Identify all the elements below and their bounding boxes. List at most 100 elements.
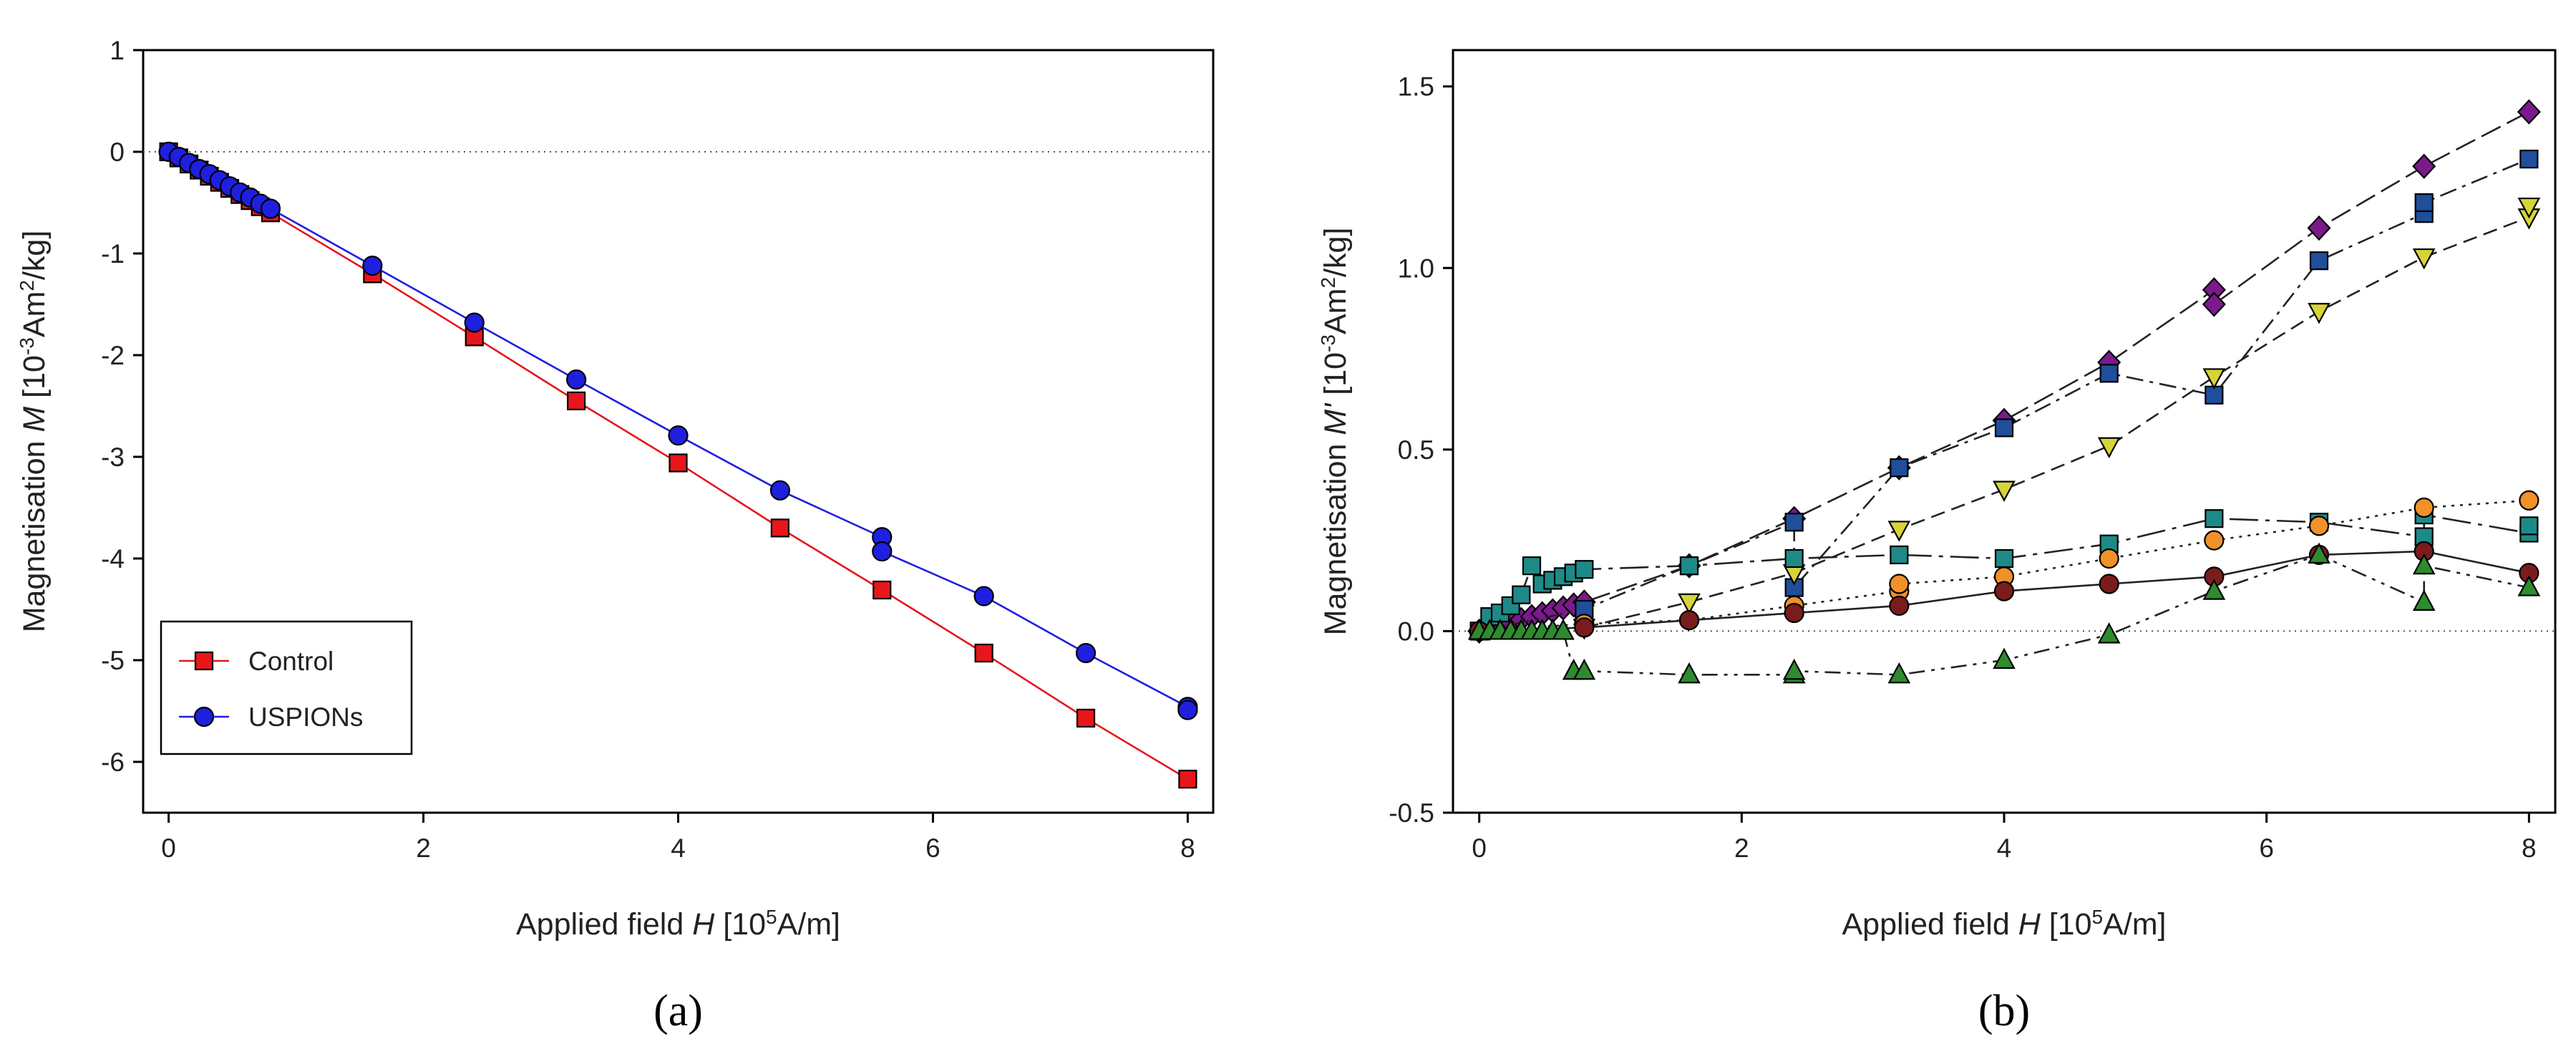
- data-point: [193, 706, 215, 727]
- y-axis-title: Magnetisation M [10-3Am2/kg]: [16, 231, 52, 633]
- legend-label: USPIONs: [248, 702, 363, 732]
- data-point: [1678, 662, 1701, 684]
- data-point: [974, 643, 993, 663]
- series-line: [1479, 499, 2529, 632]
- data-point: [2205, 509, 2224, 528]
- y-tick-label: 0: [110, 137, 125, 167]
- data-point: [1574, 617, 1595, 638]
- data-point: [1678, 593, 1701, 615]
- panel-label: (b): [1978, 987, 2030, 1035]
- data-point: [1678, 610, 1700, 631]
- series-line: [1479, 553, 2529, 676]
- data-point: [1993, 647, 2016, 669]
- data-point: [1994, 418, 2014, 437]
- data-point: [2202, 368, 2226, 390]
- data-point: [2519, 490, 2539, 511]
- data-point: [1994, 548, 2014, 569]
- data-point: [2412, 589, 2436, 611]
- data-point: [1887, 662, 1911, 684]
- data-point: [1076, 708, 1096, 728]
- data-point: [770, 518, 789, 538]
- x-tick-label: 8: [2522, 833, 2537, 863]
- y-tick-label: -4: [101, 544, 125, 574]
- data-point: [194, 651, 214, 671]
- data-point: [2097, 622, 2121, 644]
- data-point: [1890, 458, 1909, 478]
- data-point: [2099, 364, 2119, 383]
- data-point: [2099, 574, 2119, 594]
- data-point: [2202, 291, 2226, 317]
- data-point: [2412, 153, 2436, 179]
- data-point: [2202, 579, 2226, 600]
- data-point: [1522, 556, 1542, 576]
- data-point: [2517, 575, 2541, 596]
- y-tick-label: -5: [101, 646, 125, 675]
- data-point: [1890, 545, 1909, 565]
- data-point: [872, 541, 893, 562]
- data-point: [2204, 530, 2225, 551]
- data-point: [2308, 516, 2330, 536]
- data-point: [2414, 193, 2434, 213]
- data-point: [2517, 197, 2541, 219]
- data-point: [2412, 248, 2436, 270]
- data-point: [1993, 581, 2015, 601]
- data-point: [2517, 99, 2541, 125]
- data-point: [1679, 556, 1699, 576]
- y-tick-label: -6: [101, 748, 125, 777]
- data-point: [1177, 700, 1198, 720]
- data-point: [1575, 560, 1594, 579]
- data-point: [1573, 658, 1596, 680]
- panel-label: (a): [653, 987, 703, 1035]
- data-point: [1784, 602, 1804, 624]
- x-tick-label: 6: [2259, 833, 2274, 863]
- y-tick-label: -0.5: [1389, 798, 1434, 828]
- data-point: [2414, 527, 2434, 546]
- data-point: [2099, 548, 2119, 569]
- data-point: [2412, 553, 2436, 575]
- data-point: [2309, 251, 2329, 271]
- y-tick-label: 0.0: [1398, 617, 1434, 646]
- legend-label: Control: [248, 647, 334, 676]
- y-tick-label: 1: [110, 36, 125, 65]
- x-tick-label: 2: [1734, 833, 1749, 863]
- data-point: [260, 198, 281, 219]
- data-point: [1889, 574, 1910, 594]
- data-point: [1552, 619, 1575, 640]
- y-tick-label: 1.5: [1398, 72, 1434, 102]
- data-point: [1075, 642, 1097, 664]
- data-point: [464, 312, 485, 333]
- series-7: [1467, 542, 2541, 684]
- x-tick-label: 4: [671, 833, 686, 863]
- series-6: [1469, 541, 2539, 642]
- data-point: [567, 391, 586, 411]
- data-point: [1887, 521, 1911, 542]
- data-point: [2097, 437, 2121, 459]
- data-point: [769, 480, 790, 501]
- data-point: [668, 425, 689, 446]
- data-point: [873, 580, 892, 600]
- x-axis-title: Applied field H [105A/m]: [516, 906, 840, 942]
- data-point: [1993, 480, 2016, 502]
- data-point: [2308, 303, 2330, 324]
- x-tick-label: 0: [161, 833, 176, 863]
- x-tick-label: 8: [1180, 833, 1195, 863]
- data-point: [2307, 215, 2331, 241]
- y-tick-label: -1: [101, 239, 125, 269]
- series-uspions: [158, 141, 1198, 720]
- data-point: [2519, 150, 2539, 169]
- data-point: [973, 586, 994, 606]
- legend-box: [160, 620, 413, 755]
- data-point: [669, 453, 688, 473]
- data-point: [362, 255, 383, 276]
- data-point: [1782, 658, 1806, 680]
- y-tick-label: -2: [101, 341, 125, 370]
- series-3: [1573, 197, 2541, 640]
- x-axis-title: Applied field H [105A/m]: [1842, 906, 2166, 942]
- data-point: [1178, 770, 1197, 789]
- legend: Control USPIONs: [160, 620, 413, 755]
- data-point: [1784, 548, 1804, 569]
- y-tick-label: 0.5: [1398, 435, 1434, 465]
- data-point: [1784, 513, 1804, 532]
